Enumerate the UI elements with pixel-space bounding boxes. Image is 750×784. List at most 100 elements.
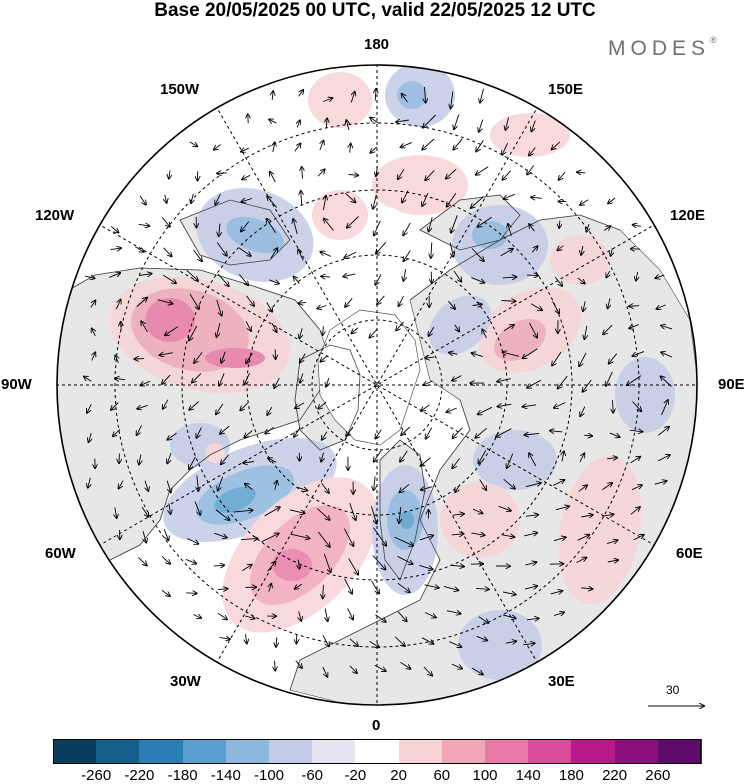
wind-vector [452,428,462,438]
wind-vector [320,141,324,150]
lon-label-0: 0 [372,717,380,734]
wind-vector [527,166,534,175]
wind-vector [299,90,304,96]
wind-vector [479,120,483,132]
colorbar-segment [355,739,399,764]
lon-label-150e: 150E [548,81,583,98]
wind-vector [403,251,410,262]
wind-vector [297,120,300,127]
wind-vector [421,458,431,466]
wind-vector [295,143,301,151]
colorbar-segment [312,739,356,764]
wind-vector [504,194,515,199]
wind-vector [214,145,221,150]
colorbar-segment [53,739,97,764]
anomaly-negative [472,221,508,249]
wind-vector [527,275,538,276]
wind-vector [423,381,432,385]
wind-vector [140,196,146,205]
wind-vector [294,428,300,437]
wind-vector [375,89,376,101]
anomaly-positive [145,298,195,342]
wind-vector [375,274,381,285]
wind-vector [633,225,641,227]
lon-label-120e: 120E [670,207,705,224]
wind-vector [162,217,170,226]
anomaly-positive [440,482,520,558]
wind-vector [193,615,201,619]
wind-vector [169,170,170,178]
lon-label-60e: 60E [676,545,703,562]
lon-label-90e: 90E [718,376,745,393]
wind-vector [323,326,324,335]
arctic-ocean-patch [369,207,405,237]
anomaly-negative [615,357,675,433]
anomaly-positive [550,235,610,285]
wind-vector [317,306,326,309]
wind-vector [276,637,277,647]
wind-vector [559,172,565,180]
colorbar-tick-label: 260 [633,767,683,784]
lon-label-60w: 60W [45,545,76,562]
lon-label-30e: 30E [548,673,575,690]
wind-vector [318,169,325,176]
wind-vector [186,559,196,563]
colorbar-segment [226,739,270,764]
anomaly-positive [272,549,312,581]
anomaly-negative [400,511,414,529]
anomaly-negative [458,610,542,680]
wind-vector [421,405,429,411]
colorbar-segment [139,739,183,764]
wind-vector [164,529,168,540]
wind-vector [320,252,331,257]
wind-vector [325,609,328,622]
wind-vector [629,306,639,307]
wind-vector [139,224,150,226]
lon-label-30w: 30W [170,673,201,690]
wind-vector [165,195,167,203]
wind-vector [241,148,249,152]
colorbar-segment [485,739,529,764]
wind-vector [453,139,462,150]
lon-label-120w: 120W [35,207,74,224]
wind-vector [502,171,510,180]
colorbar-segment [399,739,443,764]
colorbar-segment [571,739,615,764]
wind-vector [476,140,483,151]
wind-vector [399,296,404,306]
wind-vector [476,167,489,175]
lon-label-180: 180 [364,36,389,53]
wind-vector [403,269,405,281]
wind-vector [321,276,330,277]
wind-vector [446,408,456,412]
wind-vector [480,89,484,103]
wind-vector [111,227,118,233]
anomaly-positive [205,443,225,463]
wind-vector [580,200,588,205]
anomaly-positive [490,113,570,157]
wind-vector [190,142,198,147]
wind-vector [608,198,615,204]
wind-vector [242,175,250,179]
lon-label-150w: 150W [160,81,199,98]
wind-vector [138,557,146,565]
wind-vector [269,119,276,123]
colorbar-segment [442,739,486,764]
colorbar-segment [183,739,227,764]
wind-vector [373,195,376,209]
wind-vector [302,167,303,179]
lon-label-90w: 90W [1,376,32,393]
wind-vector [349,175,359,176]
wind-vector [370,147,376,153]
anomaly-negative [473,430,557,490]
wind-vector [323,635,329,646]
colorbar-segment [96,739,140,764]
colorbar-segment [528,739,572,764]
wind-vector [218,613,227,619]
wind-vector [162,557,170,564]
wind-vector [164,248,172,257]
colorbar-segment [658,739,702,764]
wind-vector [401,142,412,147]
wind-vector [186,593,197,594]
